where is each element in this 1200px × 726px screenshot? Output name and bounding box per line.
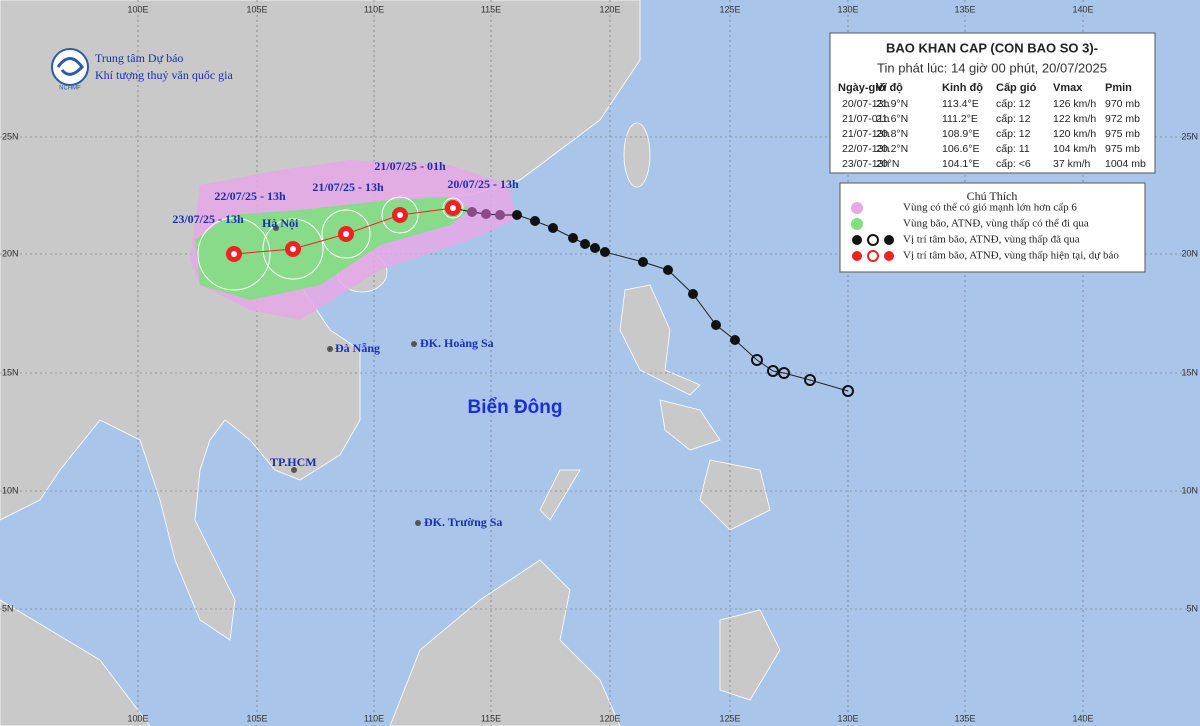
table-header: Vmax <box>1053 82 1083 94</box>
logo: NCHMF <box>51 48 89 92</box>
bulletin-title: BAO KHAN CAP (CON BAO SO 3)- <box>886 40 1098 55</box>
table-cell: 106.6°E <box>942 143 979 155</box>
place-label: ĐK. Trường Sa <box>424 515 502 529</box>
table-cell: 120 km/h <box>1053 128 1096 140</box>
longitude-label: 120E <box>599 713 620 723</box>
table-header: Kinh độ <box>942 82 983 94</box>
table-cell: 104.1°E <box>942 158 979 170</box>
land <box>0 0 781 726</box>
place-label: Hà Nội <box>262 216 299 230</box>
longitude-label: 135E <box>954 4 975 14</box>
table-cell: 126 km/h <box>1053 98 1096 110</box>
latitude-label: 25N <box>1181 131 1198 141</box>
table-cell: 111.2°E <box>942 113 978 125</box>
table-cell: 122 km/h <box>1053 113 1096 125</box>
longitude-label: 115E <box>481 4 501 14</box>
table-cell: 22/07-13h <box>842 143 889 155</box>
table-cell: 113.4°E <box>942 98 979 110</box>
longitude-label: 125E <box>719 4 740 14</box>
latitude-label: 5N <box>1186 603 1198 613</box>
legend-swatch <box>851 218 863 230</box>
legend-swatch <box>851 202 863 214</box>
latitude-label: 10N <box>2 485 19 495</box>
legend-swatch <box>852 250 894 262</box>
longitude-label: 105E <box>246 713 267 723</box>
legend-item: Vị trí tâm bão, ATNĐ, vùng thấp hiện tại… <box>903 250 1119 262</box>
longitude-label: 110E <box>364 4 384 14</box>
legend-item: Vùng có thể có gió mạnh lớn hơn cấp 6 <box>903 202 1077 214</box>
latitude-label: 15N <box>2 367 19 377</box>
forecast-label: 21/07/25 - 01h <box>374 159 446 173</box>
sea-label: Biển Đông <box>468 397 563 418</box>
latitude-label: 20N <box>2 248 19 258</box>
table-header: Vĩ độ <box>876 82 903 94</box>
forecast-positions <box>226 200 461 262</box>
logo-text: NCHMF <box>59 86 81 92</box>
table-cell: 975 mb <box>1105 128 1140 140</box>
table-cell: 970 mb <box>1105 98 1140 110</box>
uncertainty-circles <box>197 196 464 291</box>
table-cell: 20/07-13h <box>842 98 889 110</box>
table-cell: 975 mb <box>1105 143 1140 155</box>
longitude-label: 140E <box>1072 4 1093 14</box>
table-cell: 21.9°N <box>876 98 908 110</box>
table-cell: 972 mb <box>1105 113 1140 125</box>
longitude-label: 130E <box>837 713 858 723</box>
longitude-label: 105E <box>246 4 267 14</box>
agency-name: Khí tượng thuỷ văn quốc gia <box>95 68 234 82</box>
agency-name: Trung tâm Dự báo <box>95 51 183 65</box>
longitude-label: 100E <box>127 4 148 14</box>
table-cell: 23/07-13h <box>842 158 889 170</box>
table-cell: 20.8°N <box>876 128 908 140</box>
place-label: ĐK. Hoàng Sa <box>420 336 494 350</box>
table-cell: cấp: 12 <box>996 98 1031 110</box>
latitude-label: 20N <box>1181 248 1198 258</box>
legend-item: Vùng bão, ATNĐ, vùng thấp có thể đi qua <box>903 218 1089 230</box>
bulletin-issued: Tin phát lúc: 14 giờ 00 phút, 20/07/2025 <box>877 60 1107 75</box>
legend-swatch <box>852 234 894 246</box>
past-positions <box>467 207 854 397</box>
longitude-label: 125E <box>719 713 740 723</box>
table-header: Ngày-giờ <box>838 82 886 94</box>
forecast-label: 22/07/25 - 13h <box>214 189 286 203</box>
table-cell: 21.6°N <box>876 113 908 125</box>
table-cell: cấp: 12 <box>996 113 1031 125</box>
longitude-label: 130E <box>837 4 858 14</box>
longitude-label: 120E <box>599 4 620 14</box>
legend-item: Vị trí tâm bão, ATNĐ, vùng thấp đã qua <box>903 234 1080 246</box>
longitude-label: 115E <box>481 713 501 723</box>
longitude-label: 140E <box>1072 713 1093 723</box>
table-cell: 20°N <box>876 158 899 170</box>
latitude-label: 10N <box>1181 485 1198 495</box>
place-label: TP.HCM <box>270 455 317 469</box>
table-cell: 104 km/h <box>1053 143 1096 155</box>
table-header: Pmin <box>1105 82 1132 94</box>
longitude-label: 110E <box>364 713 384 723</box>
forecast-label: 21/07/25 - 13h <box>312 180 384 194</box>
table-cell: cấp: <6 <box>996 158 1031 170</box>
latitude-label: 25N <box>2 131 19 141</box>
place-label: Đà Nẵng <box>335 341 380 355</box>
table-cell: 108.9°E <box>942 128 979 140</box>
table-cell: 21/07-13h <box>842 128 889 140</box>
table-cell: 21/07-01h <box>842 113 889 125</box>
latitude-label: 15N <box>1181 367 1198 377</box>
latitude-label: 5N <box>2 603 14 613</box>
place-dots <box>273 225 421 526</box>
legend-title: Chú Thích <box>967 189 1018 203</box>
bulletin-box <box>829 32 1156 174</box>
table-cell: 20.2°N <box>876 143 908 155</box>
table-header: Cấp gió <box>996 82 1037 94</box>
table-cell: 1004 mb <box>1105 158 1146 170</box>
longitude-label: 100E <box>127 713 148 723</box>
forecast-label: 23/07/25 - 13h <box>172 212 244 226</box>
table-cell: cấp: 12 <box>996 128 1031 140</box>
longitude-label: 135E <box>954 713 975 723</box>
table-cell: 37 km/h <box>1053 158 1091 170</box>
table-cell: cấp: 11 <box>996 143 1030 155</box>
forecast-label: 20/07/25 - 13h <box>447 177 519 191</box>
